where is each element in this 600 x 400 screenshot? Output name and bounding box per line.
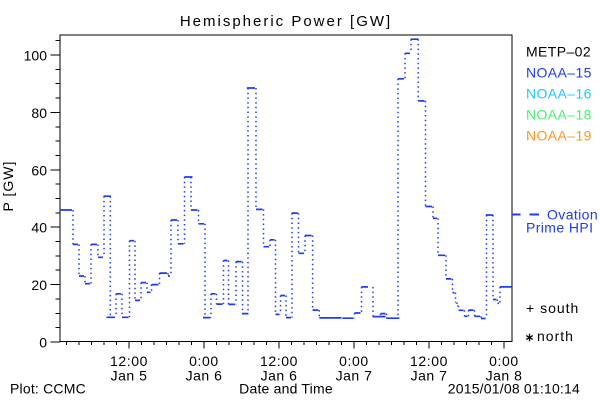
svg-text:Jan 6: Jan 6 [186, 368, 223, 384]
svg-text:60: 60 [31, 162, 47, 178]
svg-text:100: 100 [24, 48, 48, 64]
svg-text:0:00: 0:00 [189, 353, 219, 369]
svg-text:Ovation: Ovation [547, 207, 598, 223]
svg-text:12:00: 12:00 [110, 353, 148, 369]
svg-text:Jan 8: Jan 8 [486, 368, 523, 384]
svg-text:NOAA–15: NOAA–15 [526, 65, 592, 81]
svg-text:NOAA–16: NOAA–16 [526, 86, 592, 102]
svg-text:Jan 6: Jan 6 [261, 368, 298, 384]
svg-text:NOAA–18: NOAA–18 [526, 107, 592, 123]
svg-text:80: 80 [31, 105, 47, 121]
svg-text:40: 40 [31, 220, 47, 236]
svg-text:Jan 7: Jan 7 [411, 368, 448, 384]
svg-text:P [GW]: P [GW] [0, 161, 16, 212]
svg-text:Jan 5: Jan 5 [111, 368, 148, 384]
svg-text:Date and Time: Date and Time [239, 381, 333, 397]
svg-text:NOAA–19: NOAA–19 [526, 128, 592, 144]
svg-text:0:00: 0:00 [489, 353, 519, 369]
svg-text:20: 20 [31, 277, 47, 293]
svg-text:north: north [537, 328, 574, 344]
svg-text:METP–02: METP–02 [526, 44, 591, 60]
svg-text:+ south: + south [526, 300, 579, 316]
svg-text:Plot: CCMC: Plot: CCMC [10, 381, 86, 397]
svg-text:12:00: 12:00 [410, 353, 448, 369]
svg-text:Prime HPI: Prime HPI [526, 220, 593, 236]
svg-text:Hemispheric Power [GW]: Hemispheric Power [GW] [180, 13, 392, 30]
svg-text:2015/01/08 01:10:14: 2015/01/08 01:10:14 [448, 381, 580, 397]
svg-text:12:00: 12:00 [260, 353, 298, 369]
svg-text:0: 0 [39, 335, 47, 351]
svg-text:Jan 7: Jan 7 [336, 368, 373, 384]
svg-text:0:00: 0:00 [339, 353, 369, 369]
